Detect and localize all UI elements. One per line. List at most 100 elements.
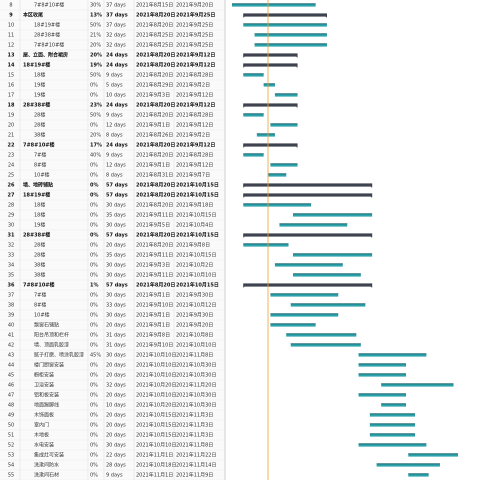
- task-name: 7#8#10#楼: [23, 282, 55, 289]
- task-bar-edge: [270, 323, 316, 325]
- finish-date: 2021年9月20日: [176, 2, 213, 9]
- row-id: 13: [8, 53, 15, 59]
- finish-date: 2021年9月20日: [176, 322, 213, 329]
- start-date: 2021年10月15日: [136, 422, 176, 429]
- summary-cap: [243, 143, 246, 148]
- task-name: 18楼: [34, 212, 45, 219]
- percent-complete: 0%: [90, 293, 98, 299]
- task-bar: [243, 153, 264, 157]
- start-date: 2021年8月20日: [136, 182, 175, 189]
- task-name: 木地板: [34, 432, 49, 439]
- task-bar: [270, 313, 339, 317]
- task-bar: [254, 33, 327, 37]
- start-date: 2021年9月3日: [136, 262, 170, 269]
- task-name: 10#楼: [34, 312, 50, 319]
- start-date: 2021年8月20日: [136, 102, 175, 109]
- task-name: 集成灶可安装: [34, 452, 64, 459]
- duration: 31 days: [106, 333, 126, 339]
- finish-date: 2021年10月15日: [176, 182, 219, 189]
- percent-complete: 17%: [90, 143, 102, 149]
- finish-date: 2021年9月25日: [176, 12, 215, 19]
- row-id: 45: [8, 373, 14, 379]
- finish-date: 2021年10月10日: [176, 342, 216, 349]
- row-id: 36: [8, 283, 15, 289]
- duration: 20 days: [106, 323, 126, 329]
- task-name: 19楼: [34, 222, 45, 229]
- finish-date: 2021年9月12日: [176, 142, 215, 149]
- task-bar-edge: [243, 113, 264, 115]
- percent-complete: 19%: [90, 63, 102, 69]
- start-date: 2021年8月20日: [136, 62, 175, 69]
- start-date: 2021年8月25日: [136, 42, 173, 49]
- summary-bar: [243, 233, 373, 237]
- row-id: 20: [8, 123, 14, 129]
- finish-date: 2021年9月30日: [176, 292, 213, 299]
- start-date: 2021年8月25日: [136, 32, 173, 39]
- percent-complete: 0%: [90, 333, 98, 339]
- task-bar-edge: [369, 423, 416, 425]
- percent-complete: 0%: [90, 213, 98, 219]
- row-id: 29: [8, 213, 14, 219]
- start-date: 2021年9月1日: [136, 122, 170, 129]
- start-date: 2021年9月1日: [136, 162, 170, 169]
- duration: 57 days: [106, 233, 128, 239]
- summary-cap: [243, 183, 246, 188]
- task-bar-edge: [381, 403, 407, 405]
- task-name: 水电安装: [34, 442, 54, 449]
- task-name: 38楼: [34, 132, 45, 139]
- summary-bar: [243, 13, 327, 17]
- row-id: 47: [8, 393, 14, 399]
- task-name: 7#楼: [34, 292, 46, 299]
- task-bar: [358, 443, 427, 447]
- percent-complete: 20%: [90, 43, 101, 49]
- task-name: 卫浴安装: [34, 382, 54, 389]
- row-id: 40: [8, 323, 14, 329]
- task-bar-edge: [358, 443, 427, 445]
- start-date: 2021年8月20日: [136, 232, 175, 239]
- task-bar: [293, 273, 361, 277]
- finish-date: 2021年10月15日: [176, 282, 219, 289]
- task-bar: [290, 343, 361, 347]
- task-bar: [358, 363, 407, 367]
- duration: 32 days: [106, 43, 126, 49]
- task-bar: [243, 113, 264, 117]
- duration: 9 days: [106, 473, 123, 479]
- summary-cap: [243, 103, 246, 108]
- start-date: 2021年10月15日: [136, 432, 176, 439]
- row-id: 26: [8, 183, 15, 189]
- percent-complete: 0%: [90, 393, 98, 399]
- task-name: 10#楼: [34, 172, 50, 179]
- duration: 20 days: [106, 423, 126, 429]
- duration: 37 days: [106, 13, 128, 19]
- task-name: 7#8#10#楼: [23, 142, 55, 149]
- task-name: 本区收尾: [22, 12, 43, 19]
- percent-complete: 0%: [90, 193, 99, 199]
- task-bar-edge: [358, 373, 407, 375]
- row-id: 30: [8, 223, 14, 229]
- percent-complete: 50%: [90, 23, 101, 29]
- start-date: 2021年8月26日: [136, 132, 173, 139]
- summary-cap: [243, 193, 246, 198]
- summary-bar: [243, 193, 373, 197]
- finish-date: 2021年10月30日: [176, 372, 216, 379]
- duration: 30 days: [106, 313, 126, 319]
- duration: 32 days: [106, 33, 126, 39]
- duration: 8 days: [106, 133, 123, 139]
- task-bar: [274, 263, 343, 267]
- task-bar: [293, 213, 373, 217]
- task-name: 28#38#楼: [23, 102, 50, 109]
- percent-complete: 0%: [90, 383, 98, 389]
- task-bar: [290, 303, 366, 307]
- start-date: 2021年11月1日: [136, 472, 173, 479]
- task-bar: [270, 123, 298, 127]
- task-bar-edge: [290, 303, 366, 305]
- row-id: 22: [8, 143, 15, 149]
- summary-cap: [370, 283, 373, 288]
- task-bar-edge: [256, 133, 275, 135]
- task-name: 墙、顶面乳胶漆: [34, 342, 69, 349]
- task-bar: [270, 163, 298, 167]
- finish-date: 2021年9月2日: [176, 132, 210, 139]
- percent-complete: 0%: [90, 363, 98, 369]
- percent-complete: 40%: [90, 153, 101, 159]
- task-bar-edge: [254, 33, 327, 35]
